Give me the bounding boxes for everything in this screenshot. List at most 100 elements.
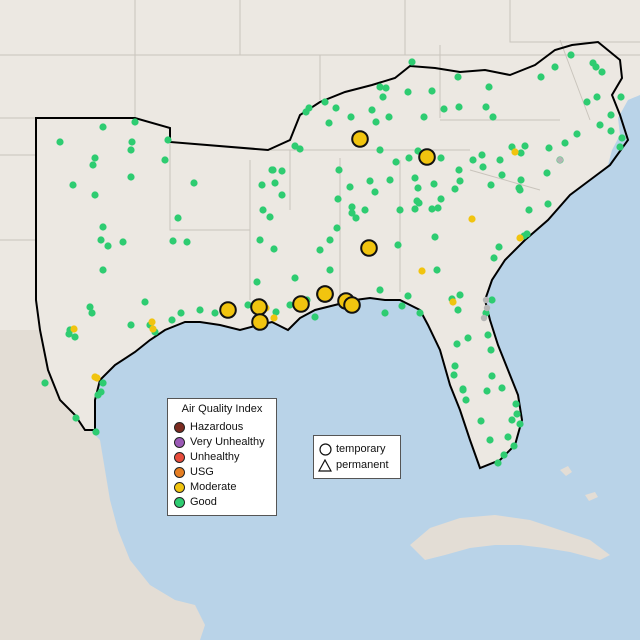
good-station-dot (352, 214, 360, 222)
good-station-dot (92, 428, 100, 436)
moderate-monitor-dots (70, 148, 524, 382)
aqi-legend-item-moderate: Moderate (174, 480, 236, 494)
good-station-dot (91, 191, 99, 199)
good-station-dot (469, 156, 477, 164)
good-station-dot (376, 83, 384, 91)
good-station-dot (256, 236, 264, 244)
temporary-moderate-circle (316, 285, 334, 303)
good-station-dot (487, 181, 495, 189)
good-station-dot (573, 130, 581, 138)
type-legend-item-permanent: permanent (318, 458, 389, 472)
good-station-dot (348, 203, 356, 211)
aqi-legend-label: USG (190, 466, 214, 478)
good-station-dot (97, 236, 105, 244)
good-station-dot (97, 388, 105, 396)
good-station-dot (513, 410, 521, 418)
good-station-dot (196, 306, 204, 314)
good-station-dot (498, 384, 506, 392)
good-station-dot (489, 113, 497, 121)
good-station-dot (498, 171, 506, 179)
good-station-dot (433, 266, 441, 274)
good-station-dot (305, 104, 313, 112)
good-station-dot (567, 51, 575, 59)
good-station-dot (415, 199, 423, 207)
good-station-dot (414, 184, 422, 192)
type-legend-label: temporary (336, 443, 386, 455)
good-station-dot (440, 105, 448, 113)
good-station-dot (523, 230, 531, 238)
good-station-dot (131, 118, 139, 126)
moderate-station-dot (468, 215, 476, 223)
good-station-dot (437, 154, 445, 162)
good-station-dot (516, 186, 524, 194)
good-station-dot (464, 334, 472, 342)
moderate-station-dot (91, 373, 99, 381)
good-station-dot (211, 309, 219, 317)
temporary-moderate-circle (219, 301, 237, 319)
good-station-dot (477, 417, 485, 425)
good-station-dot (99, 223, 107, 231)
good-station-dot (451, 362, 459, 370)
good-station-dot (366, 177, 374, 185)
good-station-dot (72, 414, 80, 422)
good-station-dot (516, 420, 524, 428)
good-station-dot (332, 104, 340, 112)
aqi-legend-title: Air Quality Index (181, 403, 263, 415)
good-station-dot (311, 313, 319, 321)
good-station-dot (128, 138, 136, 146)
aqi-legend: Air Quality Index Hazardous Very Unhealt… (167, 398, 277, 516)
good-station-dot (99, 379, 107, 387)
good-station-dot (321, 98, 329, 106)
good-station-dot (404, 292, 412, 300)
good-station-dot (333, 224, 341, 232)
good-station-dot (451, 185, 459, 193)
temporary-moderate-circle (360, 239, 378, 257)
good-station-dot (408, 58, 416, 66)
good-station-dot (386, 176, 394, 184)
circle-icon (318, 442, 332, 456)
good-station-dot (593, 93, 601, 101)
good-station-dot (454, 73, 462, 81)
good-station-dot (325, 119, 333, 127)
moderate-station-dot (270, 314, 278, 322)
good-station-dot (517, 149, 525, 157)
good-station-dot (291, 274, 299, 282)
moderate-station-dot (70, 325, 78, 333)
nodata-monitor-dots (480, 156, 564, 322)
aqi-legend-label: Moderate (190, 481, 237, 493)
good-station-dot (545, 144, 553, 152)
good-station-dot (86, 303, 94, 311)
good-station-dot (482, 103, 490, 111)
good-station-dot (278, 167, 286, 175)
temporary-moderate-circle (292, 295, 310, 313)
good-station-dot (278, 191, 286, 199)
good-station-dot (521, 142, 529, 150)
good-station-dot (544, 200, 552, 208)
unhealthy-swatch (174, 451, 185, 463)
good-station-dot (456, 291, 464, 299)
good-station-dot (598, 68, 606, 76)
aqi-legend-item-unhealthy: Unhealthy (174, 450, 240, 464)
good-station-dot (372, 118, 380, 126)
temporary-monitor-circles[interactable] (219, 130, 436, 331)
good-station-dot (508, 416, 516, 424)
good-station-dot (450, 371, 458, 379)
moderate-station-dot (511, 148, 519, 156)
temporary-moderate-circle (343, 296, 361, 314)
good-station-dot (500, 451, 508, 459)
good-station-dot (347, 113, 355, 121)
aqi-legend-item-usg: USG (174, 465, 214, 479)
good-station-dot (607, 127, 615, 135)
good-station-dot (368, 106, 376, 114)
hazardous-swatch (174, 421, 185, 433)
good-station-dot (431, 233, 439, 241)
good-station-dot (411, 174, 419, 182)
temporary-moderate-circle (250, 298, 268, 316)
good-station-dot (253, 278, 261, 286)
good-station-dot (335, 166, 343, 174)
good-station-dot (164, 136, 172, 144)
good-station-dot (618, 134, 626, 142)
good-station-dot (291, 142, 299, 150)
good-station-dot (454, 306, 462, 314)
